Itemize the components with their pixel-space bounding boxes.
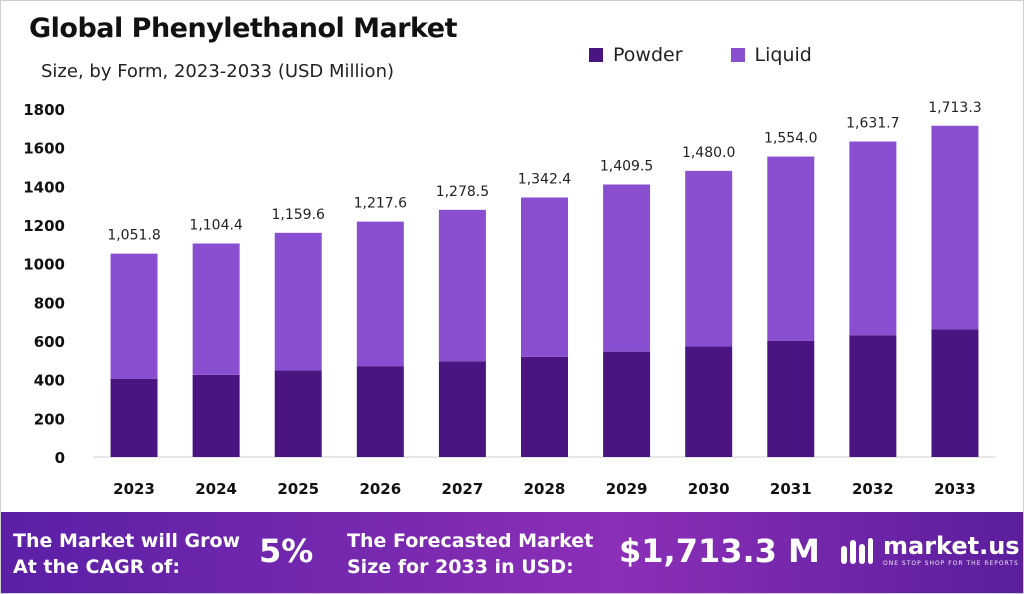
- bar-total-label: 1,554.0: [764, 131, 817, 147]
- bar-total-label: 1,713.3: [928, 100, 981, 116]
- bar-powder: [931, 329, 979, 457]
- y-tick-label: 1400: [23, 178, 65, 196]
- footer-banner: The Market will Grow At the CAGR of: 5% …: [1, 512, 1023, 593]
- bar-liquid: [767, 156, 815, 341]
- x-tick-label: 2031: [770, 480, 812, 498]
- bar-total-label: 1,409.5: [600, 158, 653, 174]
- bar-total-label: 1,278.5: [436, 184, 489, 200]
- forecast-label: The Forecasted Market Size for 2033 in U…: [347, 528, 593, 580]
- bar-powder: [110, 378, 158, 457]
- brand-name: market.us: [883, 532, 1020, 560]
- forecast-value: $1,713.3 M: [619, 532, 820, 570]
- y-tick-label: 600: [34, 333, 65, 351]
- y-tick-label: 1600: [23, 140, 65, 158]
- bar-powder: [685, 346, 733, 457]
- legend-swatch-liquid: [730, 48, 745, 62]
- x-tick-label: 2027: [442, 480, 484, 498]
- brand-text: market.us ONE STOP SHOP FOR THE REPORTS: [883, 534, 1020, 567]
- bar-liquid: [685, 170, 733, 347]
- legend-label-powder: Powder: [613, 44, 683, 66]
- x-tick-label: 2028: [524, 480, 566, 498]
- market-us-logo-icon: [841, 537, 873, 564]
- bar-total-label: 1,631.7: [846, 116, 899, 132]
- bar-liquid: [192, 243, 240, 375]
- bar-liquid: [274, 232, 322, 371]
- bar-powder: [192, 374, 240, 457]
- bar-powder: [767, 341, 815, 457]
- bar-powder: [521, 356, 568, 457]
- legend-label-liquid: Liquid: [754, 44, 812, 66]
- bar-liquid: [603, 184, 651, 352]
- y-tick-label: 1200: [23, 217, 65, 235]
- bar-powder: [438, 361, 486, 457]
- bar-liquid: [438, 209, 486, 362]
- x-tick-label: 2033: [934, 480, 976, 498]
- cagr-label-line2: At the CAGR of:: [13, 556, 180, 578]
- bar-liquid: [931, 125, 979, 330]
- chart-title: Global Phenylethanol Market: [29, 13, 458, 44]
- bar-powder: [356, 366, 404, 457]
- chart-subtitle: Size, by Form, 2023-2033 (USD Million): [41, 61, 394, 82]
- brand-tagline: ONE STOP SHOP FOR THE REPORTS: [883, 560, 1019, 567]
- y-tick-label: 800: [34, 294, 65, 312]
- bar-total-label: 1,342.4: [518, 171, 572, 187]
- x-tick-label: 2030: [688, 480, 730, 498]
- bar-total-label: 1,217.6: [354, 196, 408, 212]
- forecast-label-line1: The Forecasted Market: [347, 530, 594, 552]
- bar-total-label: 1,480.0: [682, 145, 735, 161]
- y-tick-label: 1800: [23, 101, 65, 119]
- bar-liquid: [849, 141, 897, 336]
- bar-powder: [603, 351, 651, 457]
- bar-total-label: 1,051.8: [107, 228, 160, 244]
- bar-powder: [849, 335, 897, 457]
- y-tick-label: 1000: [23, 256, 65, 274]
- cagr-value: 5%: [259, 532, 314, 570]
- legend: Powder Liquid: [589, 44, 812, 66]
- x-tick-label: 2024: [195, 480, 237, 498]
- bar-chart: 0 200 400 600 800 1000 1200 1400 1600 1800 1,051.8…: [23, 100, 996, 498]
- y-tick-label: 200: [34, 410, 65, 428]
- bar-total-label: 1,104.4: [189, 217, 243, 233]
- x-tick-label: 2029: [606, 480, 648, 498]
- brand-logo: market.us ONE STOP SHOP FOR THE REPORTS: [839, 534, 1020, 567]
- x-tick-label: 2025: [277, 480, 319, 498]
- legend-item-liquid: Liquid: [730, 44, 812, 66]
- bar-liquid: [356, 221, 404, 367]
- legend-swatch-powder: [589, 48, 603, 62]
- y-tick-label: 400: [34, 372, 65, 390]
- bar-total-label: 1,159.6: [272, 207, 326, 223]
- bar-liquid: [521, 197, 568, 357]
- legend-item-powder: Powder: [589, 44, 683, 66]
- bar-liquid: [110, 253, 158, 379]
- x-tick-label: 2023: [113, 480, 155, 498]
- cagr-label: The Market will Grow At the CAGR of:: [13, 528, 240, 580]
- y-tick-label: 0: [55, 449, 65, 467]
- x-tick-label: 2032: [852, 480, 894, 498]
- bar-powder: [274, 370, 322, 457]
- x-tick-label: 2026: [359, 480, 401, 498]
- forecast-label-line2: Size for 2033 in USD:: [347, 556, 574, 578]
- cagr-label-line1: The Market will Grow: [13, 530, 241, 552]
